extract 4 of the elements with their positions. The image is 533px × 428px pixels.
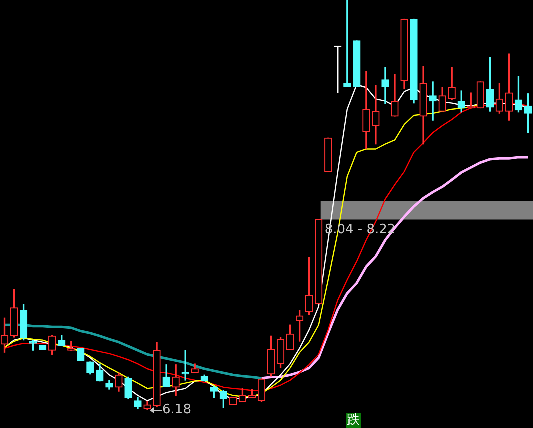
candlestick xyxy=(429,82,437,121)
text: 跌 xyxy=(346,413,361,428)
candlestick xyxy=(382,67,390,104)
annotation: 6.18 xyxy=(162,402,192,418)
